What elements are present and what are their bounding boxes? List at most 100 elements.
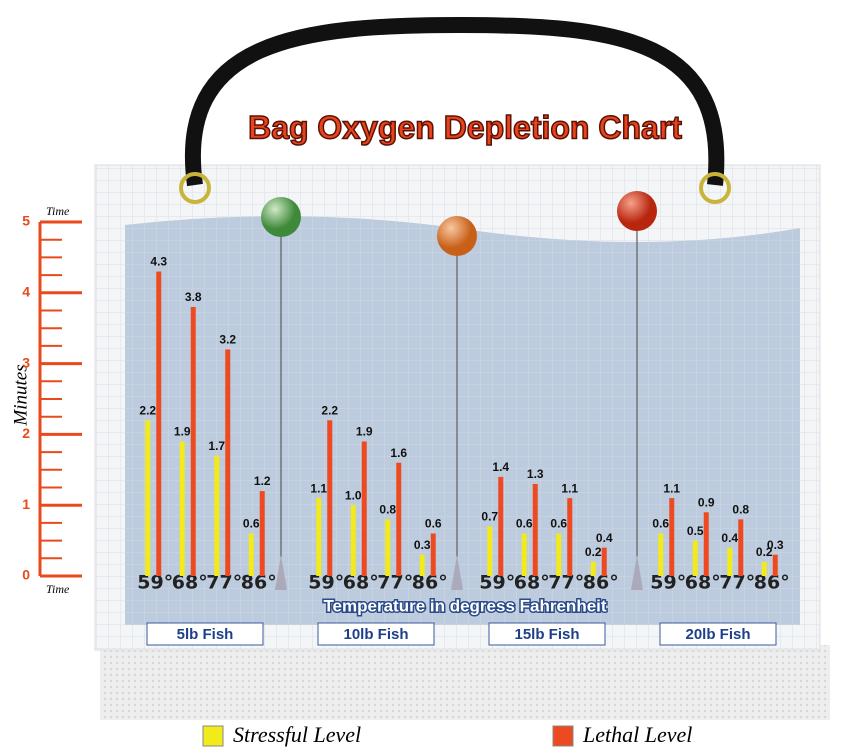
value-label: 0.7 (481, 510, 498, 524)
x-tick-label: 68° (343, 572, 379, 594)
value-label: 0.6 (243, 517, 260, 531)
value-label: 0.6 (550, 517, 567, 531)
bar (361, 441, 367, 576)
bar (419, 554, 425, 576)
bar (385, 519, 391, 576)
x-tick-label: 86° (754, 572, 790, 594)
value-label: 1.1 (561, 481, 578, 495)
x-tick-label: 77° (719, 572, 755, 594)
x-tick-label: 86° (583, 572, 619, 594)
value-label: 2.2 (139, 403, 156, 417)
y-tick-label: 2 (22, 425, 30, 441)
x-tick-label: 68° (685, 572, 721, 594)
value-label: 0.3 (767, 538, 784, 552)
y-tick-label: 5 (22, 213, 30, 229)
group-label: 20lb Fish (685, 626, 750, 643)
bar (498, 476, 504, 576)
bar (327, 420, 333, 576)
x-tick-label: 59° (308, 572, 344, 594)
x-tick-label: 77° (548, 572, 584, 594)
bar (658, 533, 664, 576)
legend-label: Stressful Level (233, 722, 361, 747)
group-label-box (488, 622, 606, 646)
group-label-box (146, 622, 264, 646)
group-label: 10lb Fish (343, 626, 408, 643)
value-label: 2.2 (321, 403, 338, 417)
bar (190, 306, 196, 576)
bar (521, 533, 527, 576)
x-tick-label: 86° (241, 572, 277, 594)
bar (430, 533, 436, 576)
chart-title: Bag Oxygen Depletion Chart (248, 109, 682, 145)
bar (214, 455, 220, 576)
x-tick-label: 68° (172, 572, 208, 594)
value-label: 0.6 (652, 517, 669, 531)
bar (567, 498, 573, 576)
bar (590, 561, 596, 576)
value-label: 1.7 (208, 439, 225, 453)
bar (225, 349, 231, 576)
legend-swatch (202, 725, 224, 747)
bar (350, 505, 356, 576)
value-label: 1.2 (254, 474, 271, 488)
y-tick-label: 3 (22, 354, 30, 370)
value-label: 0.6 (425, 517, 442, 531)
x-tick-label: 59° (650, 572, 686, 594)
bar (316, 498, 322, 576)
value-label: 0.2 (756, 545, 773, 559)
bar (179, 441, 185, 576)
bar (692, 540, 698, 576)
bar (532, 483, 538, 576)
value-label: 1.4 (492, 460, 509, 474)
group-label: 15lb Fish (514, 626, 579, 643)
y-axis-label: Minutes (10, 364, 31, 426)
x-axis-label: Temperature in degress Fahrenheit (323, 596, 606, 615)
bar (248, 533, 254, 576)
bar (601, 547, 607, 576)
value-label: 4.3 (150, 255, 167, 269)
value-label: 1.0 (345, 488, 362, 502)
bar (669, 498, 675, 576)
value-label: 1.3 (527, 467, 544, 481)
bar (703, 512, 709, 576)
legend-swatch (552, 725, 574, 747)
value-label: 0.4 (596, 531, 613, 545)
legend-label: Lethal Level (582, 722, 692, 747)
bar (772, 554, 778, 576)
value-label: 3.2 (219, 333, 236, 347)
y-tick-label: 0 (22, 567, 30, 583)
bag-illustration (94, 16, 830, 720)
value-label: 1.9 (174, 425, 191, 439)
bar (156, 271, 162, 576)
x-tick-label: 59° (479, 572, 515, 594)
bar (738, 519, 744, 576)
group-label: 5lb Fish (177, 626, 234, 643)
x-tick-label: 59° (137, 572, 173, 594)
bar (145, 420, 151, 576)
bar (396, 462, 402, 576)
bar (556, 533, 562, 576)
bar (259, 491, 265, 576)
value-label: 0.8 (732, 503, 749, 517)
value-label: 1.1 (310, 481, 327, 495)
value-label: 0.8 (379, 503, 396, 517)
y-tick-label: 1 (22, 496, 30, 512)
bar (487, 526, 493, 576)
value-label: 0.9 (698, 495, 715, 509)
bar (727, 547, 733, 576)
y-axis-end-label: Time (46, 582, 70, 596)
value-label: 1.9 (356, 425, 373, 439)
bar (761, 561, 767, 576)
value-label: 0.2 (585, 545, 602, 559)
value-label: 0.3 (414, 538, 431, 552)
x-tick-label: 77° (377, 572, 413, 594)
y-axis-end-label: Time (46, 204, 70, 218)
value-label: 0.4 (721, 531, 738, 545)
value-label: 1.6 (390, 446, 407, 460)
y-tick-label: 4 (22, 284, 30, 300)
value-label: 0.6 (516, 517, 533, 531)
x-tick-label: 86° (412, 572, 448, 594)
value-label: 1.1 (663, 481, 680, 495)
group-label-box (659, 622, 777, 646)
